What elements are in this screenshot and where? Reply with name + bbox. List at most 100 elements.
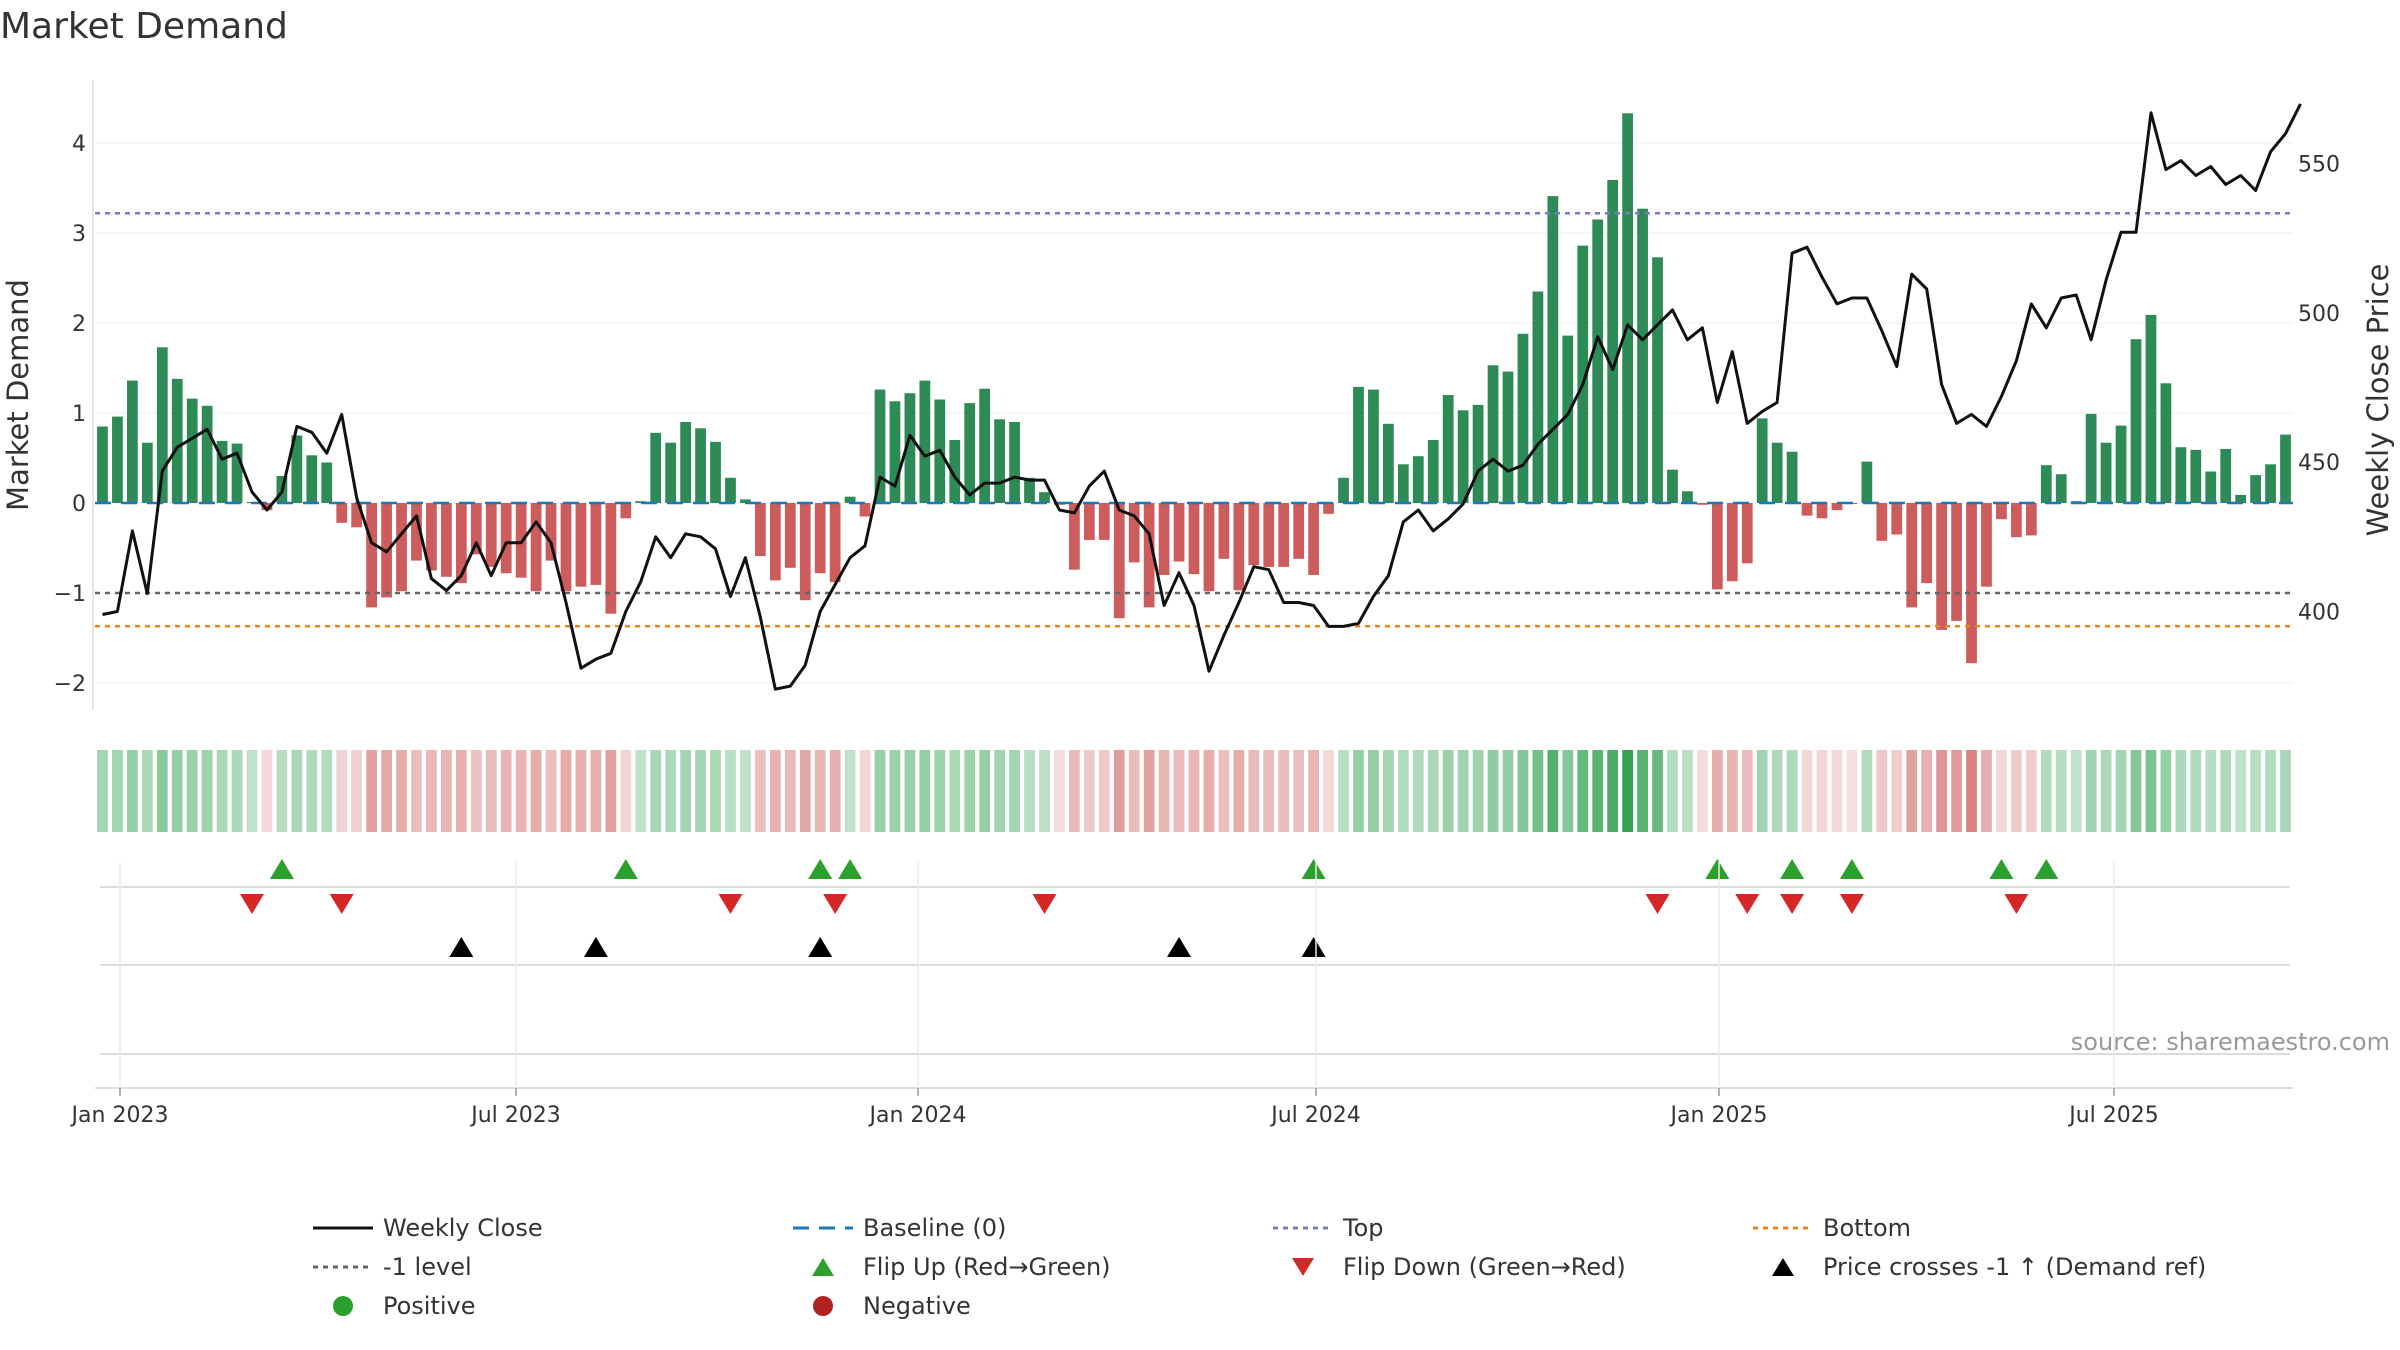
legend-negative-dot bbox=[813, 1296, 833, 1316]
demand-bar bbox=[1263, 503, 1275, 567]
demand-bar bbox=[1158, 503, 1170, 575]
demand-strip-cell bbox=[784, 750, 796, 832]
demand-strip-cell bbox=[650, 750, 662, 832]
demand-bar bbox=[126, 380, 138, 503]
x-tick-label: Jan 2025 bbox=[1669, 1103, 1768, 1128]
demand-strip-cell bbox=[1188, 750, 1200, 832]
demand-strip-cell bbox=[2025, 750, 2037, 832]
demand-strip-cell bbox=[2130, 750, 2142, 832]
legend-weekly-close: Weekly Close bbox=[383, 1214, 543, 1242]
demand-bar bbox=[2190, 449, 2202, 503]
demand-strip-cell bbox=[1338, 750, 1349, 832]
legend-flip-down: Flip Down (Green→Red) bbox=[1343, 1253, 1626, 1281]
demand-bar bbox=[1083, 503, 1095, 540]
demand-strip-cell bbox=[710, 750, 721, 832]
demand-bar bbox=[1577, 245, 1589, 503]
demand-strip-cell bbox=[1652, 750, 1663, 832]
demand-strip-cell bbox=[2220, 750, 2232, 832]
y-tick-label: 0 bbox=[72, 492, 86, 517]
flip-up-marker bbox=[1839, 859, 1864, 879]
flip-down-marker bbox=[2004, 894, 2029, 914]
demand-bar bbox=[261, 503, 273, 511]
legend-minus-one: -1 level bbox=[383, 1253, 472, 1281]
demand-strip-cell bbox=[1682, 750, 1693, 832]
demand-strip-cell bbox=[1951, 750, 1962, 832]
x-tick-label: Jul 2025 bbox=[2067, 1103, 2159, 1128]
demand-strip-cell bbox=[2250, 750, 2262, 832]
demand-strip-cell bbox=[381, 750, 392, 832]
demand-bar bbox=[784, 503, 796, 568]
demand-strip-cell bbox=[2160, 750, 2172, 832]
flip-down-marker bbox=[1032, 894, 1057, 914]
demand-strip-cell bbox=[1263, 750, 1275, 832]
demand-strip-cell bbox=[1382, 750, 1394, 832]
demand-strip-cell bbox=[515, 750, 527, 832]
demand-bar bbox=[1981, 503, 1992, 587]
flip-down-marker bbox=[718, 894, 743, 914]
legend-baseline: Baseline (0) bbox=[863, 1214, 1006, 1242]
y2-axis-label: Weekly Close Price bbox=[2361, 264, 2395, 537]
demand-bar bbox=[1233, 503, 1245, 591]
legend-price-cross: Price crosses -1 ↑ (Demand ref) bbox=[1823, 1253, 2206, 1281]
demand-bar bbox=[1786, 451, 1798, 503]
demand-strip-cell bbox=[725, 750, 736, 832]
demand-strip-cell bbox=[1368, 750, 1379, 832]
demand-bar bbox=[1921, 503, 1933, 584]
demand-strip-cell bbox=[455, 750, 467, 832]
demand-bar bbox=[1323, 503, 1334, 514]
demand-bar bbox=[1397, 464, 1409, 503]
demand-strip-cell bbox=[530, 750, 542, 832]
demand-bar bbox=[1203, 503, 1215, 592]
demand-strip-cell bbox=[1562, 750, 1574, 832]
demand-strip-cell bbox=[1024, 750, 1035, 832]
demand-bar bbox=[440, 503, 452, 577]
x-tick-label: Jul 2024 bbox=[1269, 1103, 1361, 1128]
demand-bar bbox=[620, 503, 632, 519]
demand-strip-cell bbox=[1068, 750, 1080, 832]
demand-bar bbox=[1711, 503, 1723, 590]
demand-strip-cell bbox=[112, 750, 123, 832]
demand-bar bbox=[201, 405, 213, 503]
demand-strip-cell bbox=[545, 750, 557, 832]
demand-strip-cell bbox=[2145, 750, 2157, 832]
demand-strip-cell bbox=[814, 750, 826, 832]
demand-strip-cell bbox=[1487, 750, 1499, 832]
demand-strip-cell bbox=[1293, 750, 1305, 832]
x-tick-label: Jan 2024 bbox=[868, 1103, 967, 1128]
demand-strip-cell bbox=[1039, 750, 1050, 832]
demand-bar bbox=[485, 503, 497, 567]
demand-bar bbox=[605, 503, 617, 614]
demand-bar bbox=[291, 435, 303, 503]
demand-strip-cell bbox=[1936, 750, 1948, 832]
demand-bar bbox=[1009, 422, 1020, 503]
demand-strip-cell bbox=[440, 750, 452, 832]
demand-bar bbox=[1547, 196, 1559, 503]
demand-bar bbox=[1442, 395, 1454, 503]
demand-bar bbox=[874, 389, 886, 503]
demand-bar bbox=[1637, 208, 1648, 503]
demand-strip-cell bbox=[874, 750, 886, 832]
demand-bar bbox=[1248, 503, 1260, 566]
demand-strip-cell bbox=[171, 750, 183, 832]
legend-flip-down-icon bbox=[1292, 1258, 1314, 1276]
demand-strip-cell bbox=[1547, 750, 1559, 832]
demand-bar bbox=[1113, 503, 1125, 619]
demand-strip-cell bbox=[605, 750, 617, 832]
demand-bar bbox=[1128, 503, 1140, 563]
demand-bar bbox=[1726, 503, 1738, 582]
demand-strip-cell bbox=[829, 750, 841, 832]
y-tick-label: −2 bbox=[54, 672, 86, 697]
demand-bar bbox=[1143, 503, 1155, 608]
demand-bar bbox=[112, 416, 123, 503]
price-cross-marker bbox=[449, 937, 474, 957]
demand-bar bbox=[754, 503, 766, 557]
demand-strip-cell bbox=[1861, 750, 1873, 832]
demand-bar bbox=[814, 503, 826, 574]
demand-strip-cell bbox=[1891, 750, 1903, 832]
demand-strip-cell bbox=[1921, 750, 1933, 832]
price-cross-marker bbox=[808, 937, 833, 957]
flip-up-marker bbox=[1705, 859, 1730, 879]
demand-strip-cell bbox=[2115, 750, 2127, 832]
flip-up-marker bbox=[269, 859, 294, 879]
demand-bar bbox=[2280, 434, 2291, 503]
